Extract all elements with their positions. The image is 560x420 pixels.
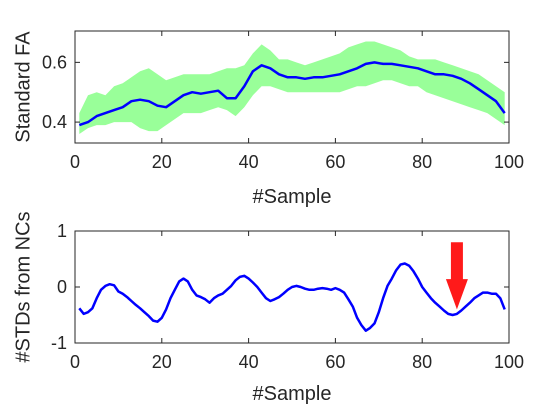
x-tick-label: 0 — [70, 352, 80, 372]
top-y-ticks: 0.4 0.6 — [42, 52, 509, 132]
y-tick-label: 1 — [57, 221, 67, 241]
top-x-axis-label: #Sample — [253, 186, 332, 208]
x-tick-label: 60 — [325, 352, 345, 372]
x-tick-label: 20 — [152, 152, 172, 172]
x-tick-label: 20 — [152, 352, 172, 372]
x-tick-label: 60 — [325, 152, 345, 172]
y-tick-label: 0.4 — [42, 112, 67, 132]
top-y-axis-label: Standard FA — [12, 31, 34, 143]
x-tick-label: 40 — [239, 152, 259, 172]
top-axes-frame — [74, 30, 510, 144]
bottom-x-ticks: 0 20 40 60 80 100 — [70, 231, 524, 372]
x-tick-label: 0 — [70, 152, 80, 172]
x-tick-label: 40 — [239, 352, 259, 372]
x-tick-label: 80 — [412, 152, 432, 172]
x-tick-label: 80 — [412, 352, 432, 372]
y-tick-label: -1 — [51, 333, 67, 353]
mean-line — [78, 61, 506, 127]
bottom-x-axis-label: #Sample — [253, 383, 332, 405]
deviation-line — [78, 262, 506, 332]
bottom-subplot: 0 20 40 60 80 100 -101 #Sample #STDs from NCs — [12, 211, 524, 405]
bottom-y-axis-label: #STDs from NCs — [12, 211, 34, 362]
top-subplot: 0 20 40 60 80 100 0.4 0.6 #Sample Standard FA — [12, 30, 524, 208]
bottom-y-ticks: -1 0 1 — [51, 221, 509, 353]
red-down-arrow — [445, 242, 468, 310]
y-tick-label: 0.6 — [42, 52, 67, 72]
x-tick-label: 100 — [494, 152, 524, 172]
x-tick-label: 100 — [494, 352, 524, 372]
y-tick-label: 0 — [57, 277, 67, 297]
top-x-ticks: 0 20 40 60 80 100 — [70, 31, 524, 172]
